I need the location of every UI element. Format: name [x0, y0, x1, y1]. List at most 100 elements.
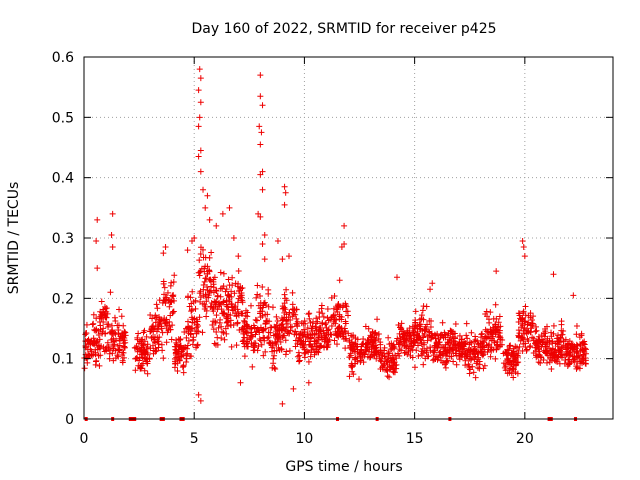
data-point — [322, 321, 329, 328]
data-point — [154, 323, 161, 330]
data-point — [195, 391, 202, 398]
data-point — [253, 294, 260, 301]
data-point — [307, 319, 314, 326]
data-point — [105, 323, 112, 330]
data-point — [458, 336, 465, 343]
data-point — [476, 358, 483, 365]
data-point — [548, 329, 555, 336]
data-point — [303, 333, 310, 340]
data-point — [170, 293, 177, 300]
data-point — [393, 274, 400, 281]
data-point — [397, 324, 404, 331]
data-point — [272, 366, 279, 373]
data-point — [470, 369, 477, 376]
data-point — [282, 337, 289, 344]
data-point — [567, 349, 574, 356]
data-point — [324, 327, 331, 334]
data-point — [377, 341, 384, 348]
data-point — [471, 356, 478, 363]
data-point — [416, 316, 423, 323]
data-point — [228, 300, 235, 307]
data-point — [420, 361, 427, 368]
data-point — [349, 333, 356, 340]
data-point — [138, 351, 145, 358]
data-point — [173, 354, 180, 361]
data-point — [257, 314, 264, 321]
data-point — [467, 357, 474, 364]
data-point — [450, 358, 457, 365]
data-point — [257, 337, 264, 344]
data-point — [385, 334, 392, 341]
data-point — [121, 343, 128, 350]
data-point — [183, 334, 190, 341]
data-point — [569, 345, 576, 352]
data-point — [257, 171, 264, 178]
data-point — [167, 299, 174, 306]
data-point — [213, 287, 220, 294]
data-point — [335, 301, 342, 308]
data-point — [96, 345, 103, 352]
data-point — [158, 341, 165, 348]
data-point — [286, 330, 293, 337]
data-point — [519, 347, 526, 354]
data-point — [479, 343, 486, 350]
data-point — [82, 331, 89, 338]
data-point — [144, 370, 151, 377]
data-point — [346, 354, 353, 361]
data-point — [406, 329, 413, 336]
data-point — [234, 320, 241, 327]
data-point — [576, 334, 583, 341]
data-point — [224, 292, 231, 299]
data-point — [196, 272, 203, 279]
data-point — [579, 356, 586, 363]
data-point — [459, 346, 466, 353]
data-point — [362, 323, 369, 330]
y-axis-label: SRMTID / TECUs — [6, 182, 22, 295]
data-point — [388, 355, 395, 362]
data-point — [93, 238, 100, 245]
data-point — [244, 339, 251, 346]
data-point — [221, 336, 228, 343]
data-point — [324, 342, 331, 349]
data-point — [515, 359, 522, 366]
data-point — [397, 340, 404, 347]
data-point — [576, 365, 583, 372]
data-point — [283, 286, 290, 293]
x-tick-label: 10 — [296, 431, 314, 447]
data-point — [257, 292, 264, 299]
data-point — [523, 346, 530, 353]
data-point — [467, 366, 474, 373]
data-point — [570, 292, 577, 299]
data-point — [256, 329, 263, 336]
data-point — [225, 306, 232, 313]
data-point — [115, 353, 122, 360]
data-point — [569, 353, 576, 360]
data-point — [342, 318, 349, 325]
data-point — [518, 324, 525, 331]
data-point — [195, 153, 202, 160]
data-point — [101, 348, 108, 355]
data-point — [247, 302, 254, 309]
data-point — [284, 320, 291, 327]
data-point — [273, 331, 280, 338]
data-point — [441, 361, 448, 368]
data-point — [425, 353, 432, 360]
data-point — [196, 66, 203, 73]
data-point — [554, 341, 561, 348]
data-point — [570, 346, 577, 353]
data-point — [487, 346, 494, 353]
data-point — [331, 292, 338, 299]
data-point — [281, 332, 288, 339]
data-point — [231, 304, 238, 311]
data-point — [354, 336, 361, 343]
data-point — [358, 357, 365, 364]
data-point — [138, 336, 145, 343]
data-point — [132, 367, 139, 374]
data-point — [313, 315, 320, 322]
data-point — [347, 343, 354, 350]
data-point — [516, 343, 523, 350]
data-point — [419, 334, 426, 341]
data-point — [309, 323, 316, 330]
data-point — [496, 313, 503, 320]
data-point — [256, 123, 263, 130]
